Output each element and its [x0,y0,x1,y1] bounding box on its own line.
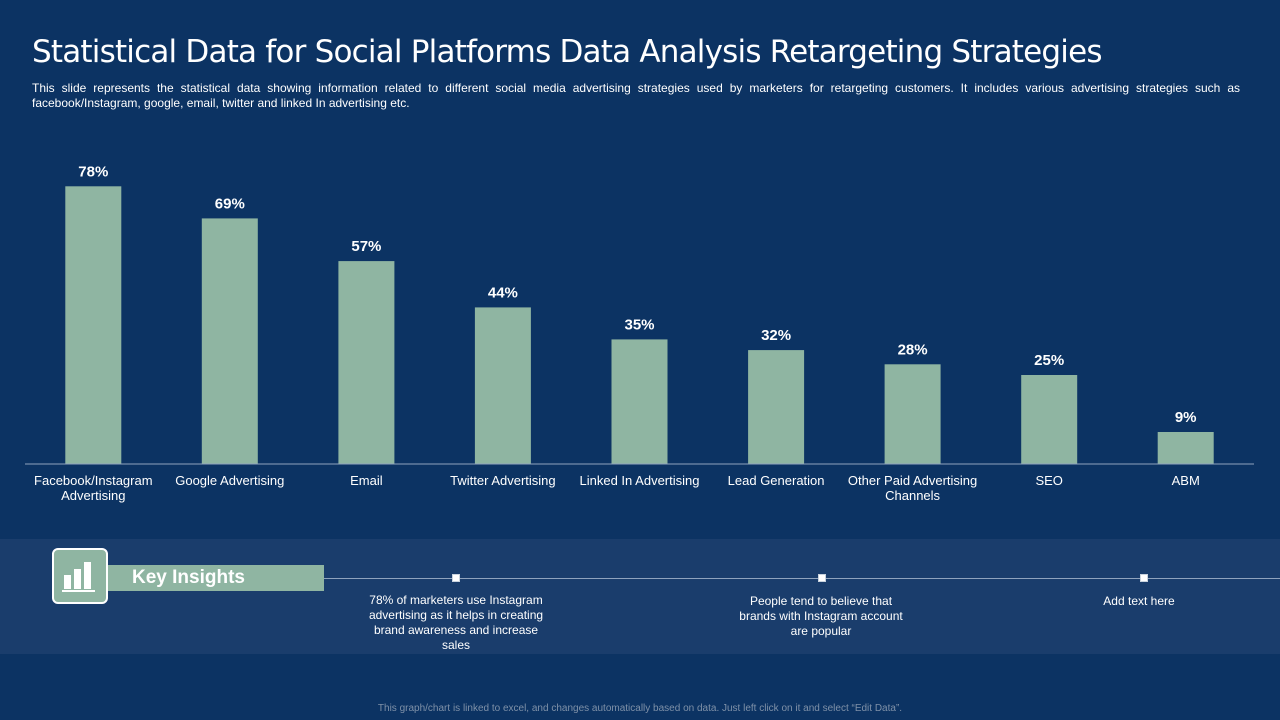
bar-6[interactable] [748,350,805,464]
bar-value-label-5: 35% [624,316,654,333]
category-label-2: Google Advertising [175,473,284,488]
bar-value-label-4: 44% [488,284,518,301]
bar-value-label-2: 69% [215,195,245,212]
bar-8[interactable] [1021,375,1078,464]
category-label-9: ABM [1172,473,1200,488]
bar-value-label-1: 78% [78,163,108,180]
insight-text-2: People tend to believe that brands with … [739,594,903,638]
category-label-1-line-1: Facebook/Instagram [34,473,153,488]
insight-text-3: Add text here [1103,594,1175,608]
bar-9[interactable] [1157,432,1214,464]
bar-7[interactable] [884,364,941,464]
key-insights-band [0,539,1280,654]
category-label-7-line-1: Other Paid Advertising [848,473,977,488]
page-subtitle: This slide represents the statistical da… [32,81,1240,110]
chart-value-labels: 78% 69% 57% 44% 35% 32% 28% 25% 9% [78,163,1196,426]
key-insights-bar [82,565,324,591]
bar-chart[interactable]: 78% 69% 57% 44% 35% 32% 28% 25% 9% Facebook/Inst… [0,150,1280,520]
insight-marker-1 [452,574,460,582]
page-title: Statistical Data for Social Platforms Da… [32,34,1103,70]
bar-chart-icon [52,548,108,604]
category-label-1-line-2: Advertising [61,488,125,503]
bar-1[interactable] [65,186,122,465]
bar-3[interactable] [338,261,395,464]
category-label-7-line-2: Channels [885,488,940,503]
chart-bars [65,186,1214,465]
bar-value-label-6: 32% [761,327,791,344]
category-label-8: SEO [1035,473,1062,488]
bar-5[interactable] [611,339,668,464]
insights-connector-line [320,578,1280,579]
bar-value-label-9: 9% [1175,409,1197,426]
bar-4[interactable] [474,307,531,464]
category-label-6: Lead Generation [728,473,825,488]
insight-text-1: 78% of marketers use Instagram advertisi… [368,593,544,652]
key-insights-label: Key Insights [132,567,245,588]
bar-value-label-3: 57% [351,238,381,255]
footer-note: This graph/chart is linked to excel, and… [377,703,903,714]
insight-marker-3 [1140,574,1148,582]
bar-2[interactable] [201,218,258,464]
bar-value-label-8: 25% [1034,352,1064,369]
category-label-5: Linked In Advertising [580,473,700,488]
category-label-3: Email [350,473,383,488]
bar-value-label-7: 28% [898,341,928,358]
insight-marker-2 [818,574,826,582]
category-label-4: Twitter Advertising [450,473,556,488]
